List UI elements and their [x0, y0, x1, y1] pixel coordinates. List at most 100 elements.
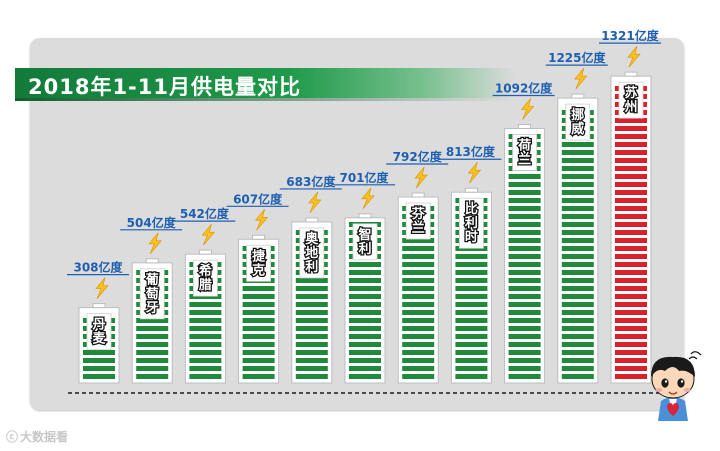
- bar-segment-10: [615, 294, 647, 299]
- country-label-box-6: [405, 202, 431, 240]
- bar-segment-9: [561, 374, 594, 379]
- bar-segment-6: [402, 278, 435, 283]
- country-label-6: 芬兰: [411, 206, 426, 236]
- bar-segment-3: [242, 358, 275, 363]
- bar-segment-10: [615, 278, 647, 283]
- lightning-icon-6: [414, 166, 428, 189]
- country-label-box-1: [139, 268, 165, 320]
- bar-segment-6: [402, 374, 435, 379]
- bar-segment-10: [615, 302, 647, 307]
- bar-segment-4: [295, 278, 328, 283]
- bar-segment-8: [508, 214, 541, 219]
- bar-segment-4: [295, 342, 328, 347]
- country-label-1: 葡萄牙: [145, 272, 159, 316]
- value-label-2: 542亿度: [180, 206, 230, 221]
- country-label-5: 智利: [358, 227, 371, 257]
- bar-segment-9: [561, 174, 594, 179]
- bar-segment-10: [615, 262, 647, 267]
- bar-segment-8: [508, 262, 541, 267]
- bar-segment-5: [349, 286, 381, 291]
- bar-segment-4: [295, 310, 328, 315]
- bar-segment-7: [455, 342, 488, 347]
- bar-segment-10: [615, 326, 647, 331]
- bar-segment-9: [561, 142, 594, 147]
- bar-segment-1: [136, 334, 169, 339]
- bar-segment-7: [455, 374, 488, 379]
- bar-segment-10: [615, 214, 647, 219]
- bar-segment-8: [508, 222, 541, 227]
- watermark-logo-icon: ⓒ: [6, 430, 19, 444]
- bar-segment-2: [189, 358, 222, 363]
- bar-segment-4: [295, 294, 328, 299]
- bar-segment-7: [455, 270, 488, 275]
- bar-segment-10: [615, 238, 647, 243]
- bar-segment-10: [615, 182, 647, 187]
- bar-segment-9: [561, 366, 594, 371]
- country-label-8: 荷兰: [517, 137, 531, 167]
- bar-segment-10: [615, 366, 647, 371]
- bar-segment-10: [615, 118, 647, 123]
- bar-segment-9: [561, 358, 594, 363]
- battery-cap-0: [92, 303, 106, 309]
- bar-segment-8: [508, 206, 541, 211]
- bar-segment-1: [136, 342, 169, 347]
- bar-segment-7: [455, 366, 488, 371]
- bar-segment-0: [83, 374, 115, 379]
- bar-segment-9: [561, 214, 594, 219]
- bar-segment-9: [561, 182, 594, 187]
- lightning-icon-0: [95, 277, 109, 299]
- bar-segment-7: [455, 326, 488, 331]
- battery-cap-6: [411, 192, 425, 198]
- bar-segment-7: [455, 278, 488, 283]
- bar-segment-4: [295, 318, 328, 323]
- bar-segment-7: [455, 358, 488, 363]
- bar-segment-6: [402, 326, 435, 331]
- bar-segment-5: [349, 270, 381, 275]
- bar-segment-8: [508, 334, 541, 339]
- bar-segment-9: [561, 230, 594, 235]
- bar-segment-10: [615, 246, 647, 251]
- battery-cap-5: [358, 213, 372, 219]
- bar-segment-9: [561, 190, 594, 195]
- country-label-4: 奥地利: [305, 231, 319, 275]
- bar-segment-10: [615, 334, 647, 339]
- bar-segment-8: [508, 238, 541, 243]
- bar-segment-8: [508, 182, 541, 187]
- bar-segment-7: [455, 318, 488, 323]
- bar-segment-6: [402, 238, 435, 243]
- bar-segment-8: [508, 254, 541, 259]
- bar-segment-8: [508, 350, 541, 355]
- country-label-9: 挪威: [571, 107, 584, 137]
- bar-segment-9: [561, 246, 594, 251]
- bar-segment-7: [455, 334, 488, 339]
- country-label-box-3: [246, 244, 272, 282]
- country-label-3: 捷克: [252, 248, 266, 278]
- bar-segment-10: [615, 126, 647, 131]
- bar-segment-9: [561, 294, 594, 299]
- bar-segment-6: [402, 350, 435, 355]
- bar-segment-5: [349, 302, 381, 307]
- bar-segment-4: [295, 350, 328, 355]
- bar-segment-7: [455, 294, 488, 299]
- bar-segment-1: [136, 318, 169, 323]
- bar-segment-6: [402, 262, 435, 267]
- bar-segment-9: [561, 278, 594, 283]
- bar-segment-1: [136, 374, 169, 379]
- bar-segment-5: [349, 318, 381, 323]
- bar-segment-9: [561, 198, 594, 203]
- bar-segment-10: [615, 190, 647, 195]
- bar-segment-9: [561, 326, 594, 331]
- value-label-3: 607亿度: [233, 191, 283, 206]
- country-label-box-4: [299, 227, 325, 279]
- lightning-icon-5: [361, 187, 375, 210]
- bar-segment-10: [615, 318, 647, 323]
- bar-segment-4: [295, 366, 328, 371]
- watermark: ⓒ 大数据看: [6, 428, 68, 445]
- battery-cap-3: [252, 234, 266, 240]
- bar-segment-9: [561, 206, 594, 211]
- bar-segment-10: [615, 174, 647, 179]
- bar-segment-9: [561, 238, 594, 243]
- bar-segment-2: [189, 318, 222, 323]
- bar-segment-5: [349, 350, 381, 355]
- bar-segment-7: [455, 254, 488, 259]
